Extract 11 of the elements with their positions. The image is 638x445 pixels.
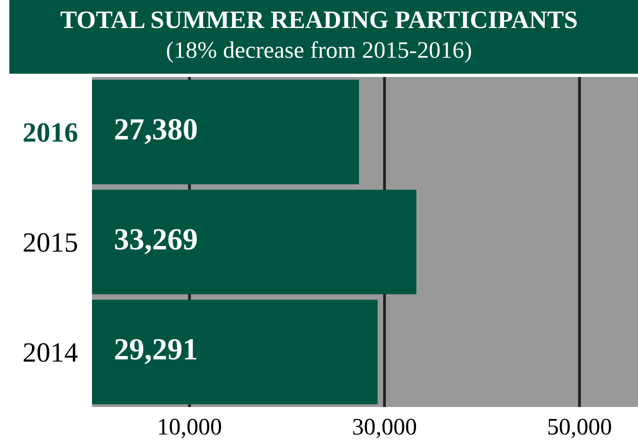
y-tick-label: 2014 xyxy=(24,343,78,362)
data-label: 27,380 xyxy=(115,119,197,144)
chart-title: TOTAL SUMMER READING PARTICIPANTS xyxy=(60,11,577,28)
chart-subtitle: (18% decrease from 2015-2016) xyxy=(166,41,472,63)
data-label: 33,269 xyxy=(114,229,197,254)
y-tick-label: 2016 xyxy=(24,123,78,142)
x-tick-label: 30,000 xyxy=(353,418,416,438)
y-tick-label: 2015 xyxy=(24,233,78,252)
x-tick-label: 10,000 xyxy=(159,418,222,438)
x-tick-label: 50,000 xyxy=(548,418,612,438)
data-label: 29,291 xyxy=(115,339,196,364)
